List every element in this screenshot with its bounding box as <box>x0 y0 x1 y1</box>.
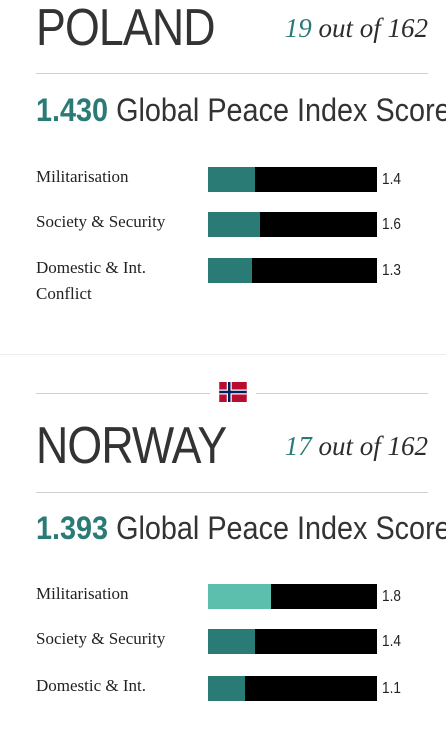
indicator-label: Militarisation <box>36 584 129 603</box>
rank-suffix: out of 162 <box>311 431 428 461</box>
score-label: Global Peace Index Score <box>108 510 446 546</box>
indicator-bar <box>208 258 377 283</box>
indicator-bar <box>208 167 377 192</box>
title-rule <box>36 73 428 74</box>
indicator-bar-fill <box>208 167 256 192</box>
indicator-value: 1.1 <box>382 680 401 697</box>
indicator-label: Domestic & Int. Conflict <box>36 258 147 303</box>
indicator-bar-fill <box>208 676 246 701</box>
poland-card: POLAND 19 out of 162 1.430 Global Peace … <box>0 0 446 355</box>
indicator-bar-fill <box>208 258 252 283</box>
rank-suffix: out of 162 <box>311 13 428 43</box>
indicator-bar <box>208 629 377 654</box>
indicator-label: Society & Security <box>36 629 166 648</box>
score-value: 1.393 <box>36 510 109 546</box>
indicator-value: 1.6 <box>382 216 401 233</box>
score-label: Global Peace Index Score <box>108 92 446 128</box>
country-name: NORWAY <box>36 417 227 475</box>
norway-flag-icon <box>219 382 247 402</box>
rank-number: 17 <box>284 431 312 461</box>
indicator-bar <box>208 584 377 609</box>
separator-line <box>256 393 428 394</box>
indicator-bar-fill <box>208 584 271 609</box>
indicator-bar <box>208 212 377 237</box>
indicator-value: 1.4 <box>382 633 401 650</box>
country-rank: 19 out of 162 <box>285 13 428 44</box>
separator-line <box>36 393 210 394</box>
indicator-bar-fill <box>208 629 256 654</box>
indicator-label: Domestic & Int. <box>36 676 147 695</box>
rank-number: 19 <box>284 13 312 43</box>
indicator-value: 1.8 <box>382 588 401 605</box>
title-rule <box>36 492 428 493</box>
gpi-score: 1.430 Global Peace Index Score <box>36 92 446 129</box>
indicator-bar <box>208 676 377 701</box>
indicator-label: Society & Security <box>36 212 166 231</box>
gpi-score: 1.393 Global Peace Index Score <box>36 510 446 547</box>
country-rank: 17 out of 162 <box>285 431 428 462</box>
section-divider <box>0 354 446 355</box>
country-name: POLAND <box>36 0 216 57</box>
indicator-value: 1.3 <box>382 262 401 279</box>
indicator-label: Militarisation <box>36 167 129 186</box>
indicator-bar-fill <box>208 212 261 237</box>
score-value: 1.430 <box>36 92 109 128</box>
indicator-value: 1.4 <box>382 171 401 188</box>
